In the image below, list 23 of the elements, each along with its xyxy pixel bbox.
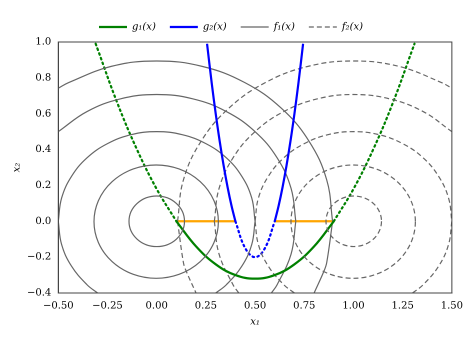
x-tick-label: 1.50: [440, 300, 463, 312]
x-tick-label: 0.50: [244, 300, 266, 312]
x-tick-label: 1.00: [342, 300, 365, 312]
legend-label: f₁(x): [272, 22, 295, 33]
x-tick-label: 0.75: [293, 300, 316, 312]
y-tick-label: 0.4: [35, 144, 52, 156]
legend-label: f₂(x): [340, 22, 364, 33]
y-tick-label: 1.0: [35, 36, 52, 48]
y-tick-label: −0.4: [26, 288, 52, 299]
legend-label: g₂(x): [202, 22, 227, 33]
x-axis-title: x₁: [250, 316, 260, 328]
x-tick-label: −0.50: [42, 300, 74, 312]
y-tick-label: 0.0: [35, 216, 52, 227]
y-axis-title: x₂: [12, 162, 23, 172]
y-tick-label: 0.2: [35, 180, 52, 192]
x-tick-label: −0.25: [92, 300, 123, 312]
legend-label: g₁(x): [132, 22, 156, 33]
x-tick-label: 1.25: [392, 300, 414, 312]
x-tick-label: 0.00: [146, 300, 168, 312]
y-tick-label: 0.8: [35, 72, 52, 84]
y-tick-label: 0.6: [35, 108, 52, 120]
x-tick-label: 0.25: [194, 300, 218, 312]
y-tick-label: −0.2: [26, 252, 52, 263]
